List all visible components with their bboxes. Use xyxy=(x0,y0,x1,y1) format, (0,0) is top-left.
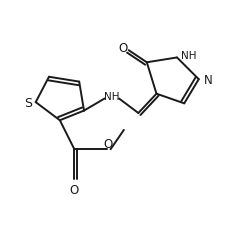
Text: O: O xyxy=(103,137,112,150)
Text: NH: NH xyxy=(180,51,195,61)
Text: O: O xyxy=(70,183,79,196)
Text: S: S xyxy=(24,96,32,109)
Text: NH: NH xyxy=(104,92,119,102)
Text: O: O xyxy=(117,42,127,55)
Text: N: N xyxy=(203,73,211,86)
